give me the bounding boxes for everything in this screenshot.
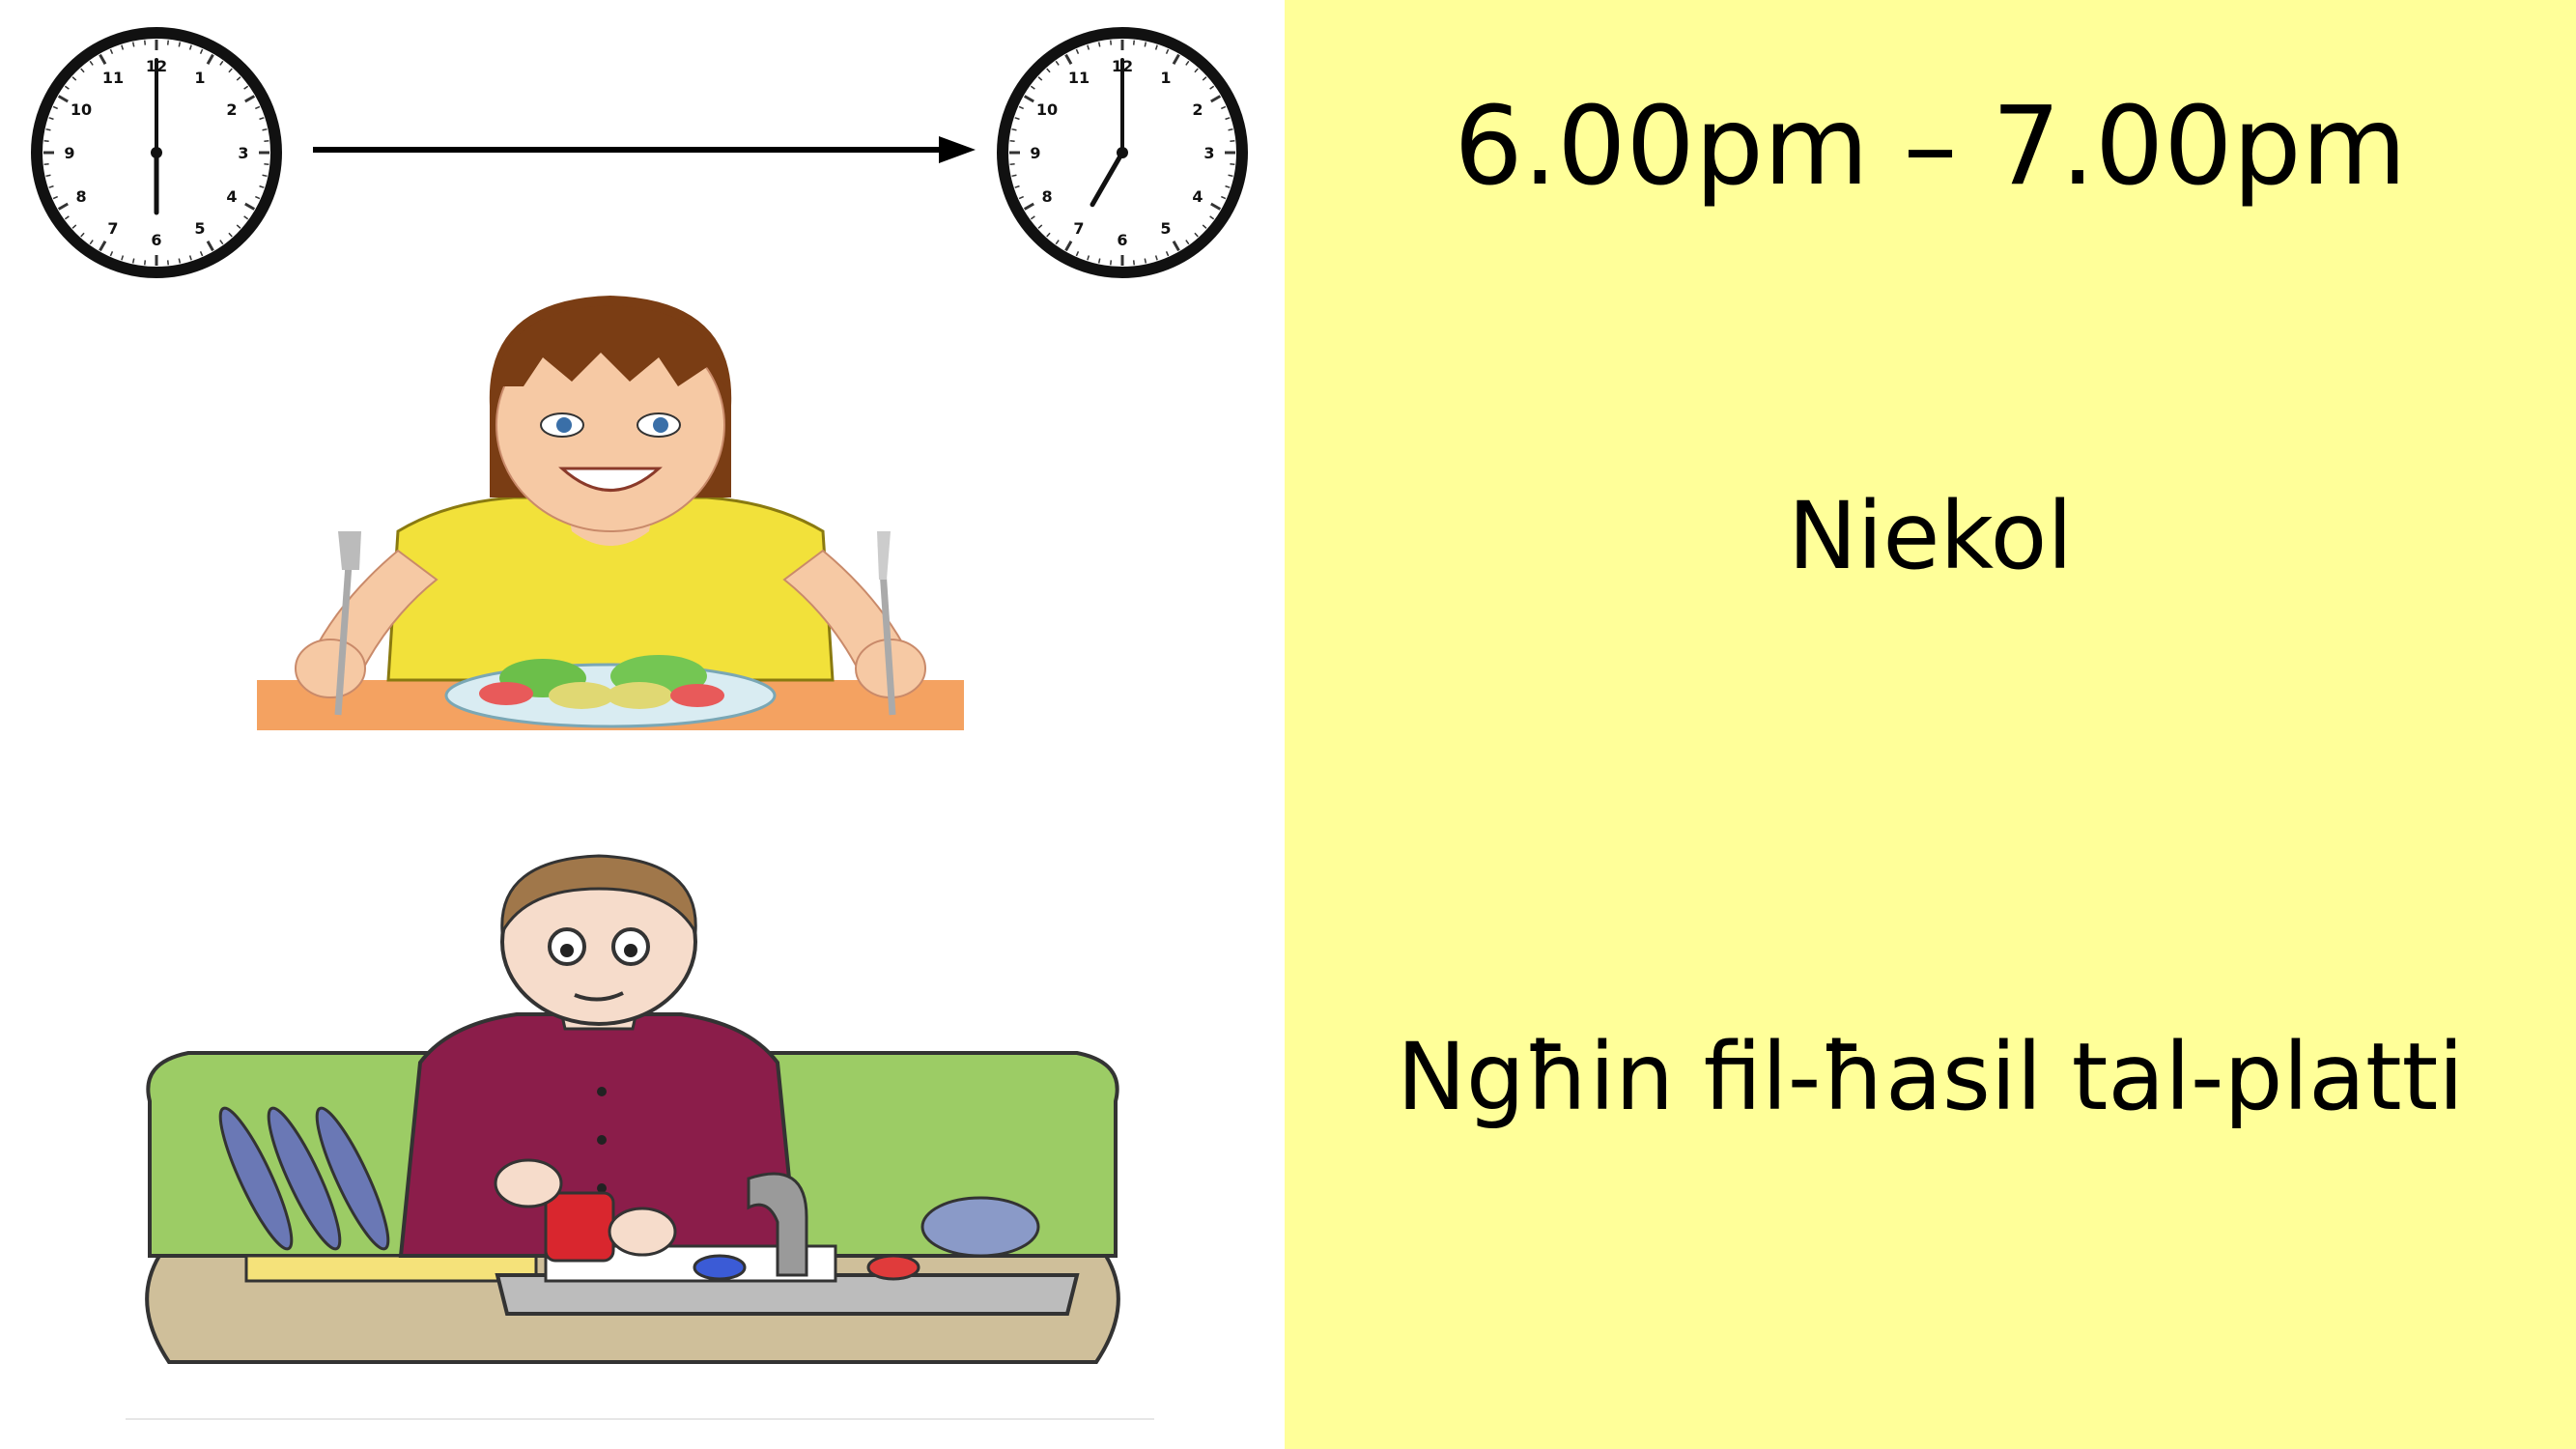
clock-numeral: 6 [1117, 231, 1127, 249]
left-illustration-panel: 121234567891011 121234567891011 [0, 0, 1285, 1449]
girl-eating-icon [257, 296, 964, 730]
activity-meal-text: Niekol [1787, 482, 2074, 590]
clock-numeral: 10 [1036, 100, 1058, 119]
clock-numeral: 7 [107, 219, 118, 238]
arrow-icon [313, 136, 976, 163]
clock-numeral: 10 [71, 100, 92, 119]
clock-numeral: 5 [1160, 219, 1171, 238]
end-clock-icon: 121234567891011 [997, 27, 1248, 278]
schedule-text-panel: 6.00pm – 7.00pm Niekol Ngħin fil-ħasil t… [1285, 0, 2576, 1449]
clock-numeral: 2 [226, 100, 237, 119]
clock-numeral: 11 [1068, 69, 1090, 87]
clock-numeral: 7 [1073, 219, 1084, 238]
clock-numeral: 3 [1203, 144, 1214, 162]
clock-numeral: 4 [226, 187, 237, 206]
bottom-rule [126, 1418, 1154, 1420]
clock-numeral: 2 [1192, 100, 1203, 119]
clock-numeral: 9 [64, 144, 74, 162]
start-clock-icon: 121234567891011 [31, 27, 282, 278]
clock-numeral: 9 [1030, 144, 1040, 162]
clock-numeral: 11 [102, 69, 124, 87]
clock-numeral: 5 [194, 219, 205, 238]
clock-numeral: 6 [151, 231, 161, 249]
man-washing-dishes-icon [145, 854, 1120, 1364]
clock-numeral: 3 [238, 144, 248, 162]
clock-numeral: 1 [1160, 69, 1171, 87]
clock-hour-hand [1090, 150, 1125, 208]
clock-numeral: 8 [75, 187, 86, 206]
clock-numeral: 1 [194, 69, 205, 87]
clock-numeral: 4 [1192, 187, 1203, 206]
time-range-text: 6.00pm – 7.00pm [1454, 84, 2407, 210]
clock-numeral: 8 [1041, 187, 1052, 206]
activity-chore-text: Ngħin fil-ħasil tal-platti [1397, 1023, 2464, 1131]
